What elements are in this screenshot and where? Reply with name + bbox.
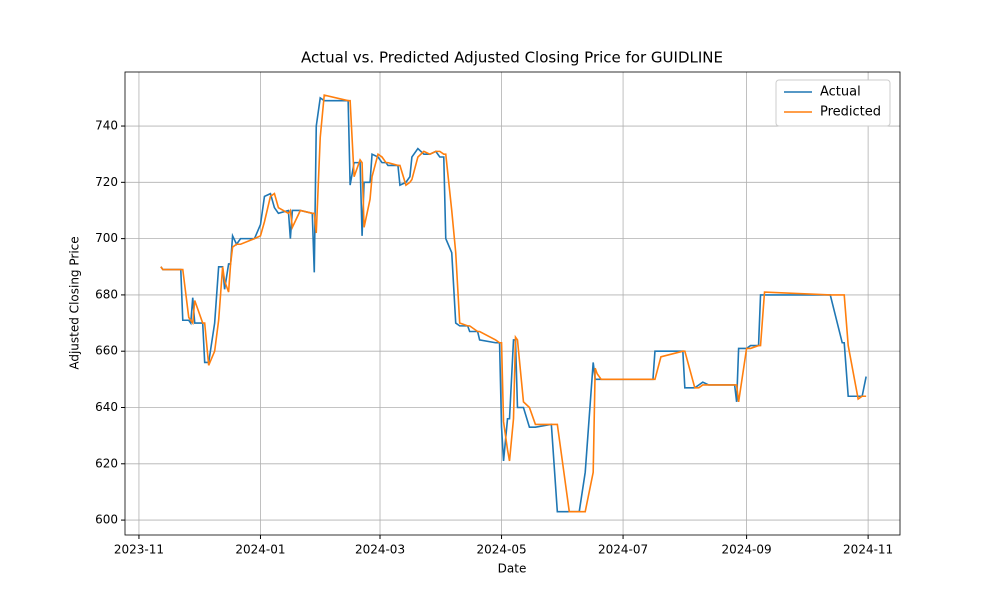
- x-tick-label: 2024-11: [843, 543, 893, 557]
- data-line: [160, 96, 867, 513]
- x-axis-label: Date: [498, 562, 527, 576]
- y-tick-label: 620: [95, 456, 118, 470]
- y-tick-label: 740: [95, 119, 118, 133]
- x-tick-label: 2023-11: [114, 543, 164, 557]
- x-tick-label: 2024-01: [235, 543, 285, 557]
- data-line: [160, 94, 867, 513]
- x-tick-label: 2024-03: [355, 543, 405, 557]
- y-tick-label: 600: [95, 513, 118, 527]
- y-tick-label: 700: [95, 231, 118, 245]
- y-tick-label: 680: [95, 287, 118, 301]
- legend-label: Predicted: [820, 105, 881, 120]
- legend-label: Actual: [820, 85, 861, 100]
- x-tick-label: 2024-07: [598, 543, 648, 557]
- y-tick-label: 640: [95, 400, 118, 414]
- y-axis-label: Adjusted Closing Price: [68, 236, 82, 369]
- y-tick-label: 660: [95, 344, 118, 358]
- y-tick-label: 720: [95, 175, 118, 189]
- chart-title: Actual vs. Predicted Adjusted Closing Pr…: [301, 49, 723, 67]
- x-tick-label: 2024-05: [476, 543, 526, 557]
- plot-frame: [124, 71, 901, 536]
- x-tick-label: 2024-09: [722, 543, 772, 557]
